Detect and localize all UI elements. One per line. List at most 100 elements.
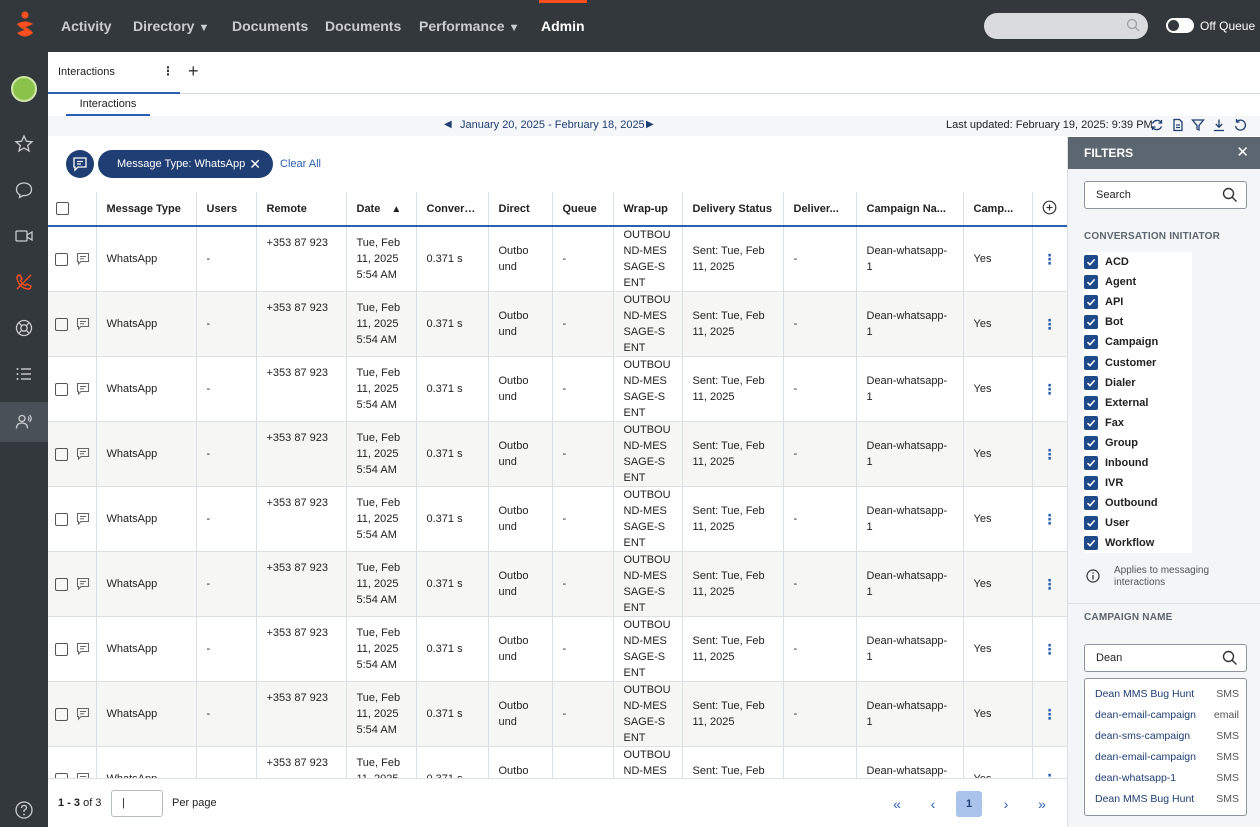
refresh-icon[interactable] [1150, 118, 1164, 132]
initiator-checkbox-external[interactable]: External [1084, 392, 1192, 413]
campaign-option[interactable]: Dean MMS Bug Hunt SMS [1085, 684, 1246, 705]
row-menu-icon[interactable]: ⋮ [1032, 486, 1067, 552]
row-menu-icon[interactable]: ⋮ [1032, 746, 1067, 778]
column-header-message-type[interactable]: Message Type [96, 192, 197, 227]
nav-admin[interactable]: Admin [539, 0, 587, 52]
column-header-wrapup[interactable]: Wrap-up [613, 192, 683, 227]
row-menu-icon[interactable]: ⋮ [1032, 421, 1067, 487]
previous-page-icon[interactable]: ‹ [930, 796, 936, 812]
column-header-conversation[interactable]: Convers... [416, 192, 489, 227]
select-all-checkbox[interactable] [56, 202, 69, 215]
add-tab-button[interactable]: + [188, 61, 199, 81]
reset-icon[interactable] [1233, 118, 1247, 132]
row-checkbox[interactable] [55, 447, 68, 461]
close-icon[interactable]: ✕ [1236, 144, 1249, 161]
initiator-checkbox-user[interactable]: User [1084, 513, 1192, 534]
row-checkbox[interactable] [55, 707, 68, 721]
initiator-checkbox-fax[interactable]: Fax [1084, 412, 1192, 433]
document-icon[interactable] [1171, 118, 1185, 132]
campaign-option[interactable]: Dean MMS Bug Hunt SMS [1085, 789, 1246, 810]
row-checkbox[interactable] [55, 577, 68, 591]
filter-icon[interactable] [1191, 118, 1205, 132]
tab-menu-icon[interactable]: ⋮ [162, 64, 174, 78]
chat-bubble-icon[interactable] [12, 178, 36, 202]
per-page-input[interactable]: | [111, 790, 163, 817]
list-icon[interactable] [12, 362, 36, 386]
row-menu-icon[interactable]: ⋮ [1032, 681, 1067, 747]
avatar[interactable] [11, 76, 37, 102]
date-range-label[interactable]: January 20, 2025 - February 18, 2025 [460, 119, 645, 131]
nav-performance[interactable]: Performance ▼ [419, 18, 520, 34]
last-page-icon[interactable]: » [1038, 796, 1046, 812]
row-checkbox[interactable] [55, 512, 68, 526]
initiator-checkbox-bot[interactable]: Bot [1084, 312, 1192, 333]
row-checkbox[interactable] [55, 252, 68, 266]
subtab-interactions[interactable]: Interactions [66, 96, 150, 116]
close-icon[interactable]: ✕ [249, 156, 261, 172]
initiator-checkbox-agent[interactable]: Agent [1084, 272, 1192, 293]
phone-off-icon[interactable] [12, 270, 36, 294]
column-header-queue[interactable]: Queue [552, 192, 614, 227]
initiator-checkbox-inbound[interactable]: Inbound [1084, 452, 1192, 474]
column-header-date[interactable]: Date ▲ [346, 192, 417, 227]
initiator-checkbox-campaign[interactable]: Campaign [1084, 332, 1192, 353]
filters-search-input[interactable]: Search [1084, 181, 1247, 209]
column-header-users[interactable]: Users [196, 192, 257, 227]
nav-activity[interactable]: Activity [61, 18, 112, 34]
row-menu-icon[interactable]: ⋮ [1032, 356, 1067, 422]
nav-directory[interactable]: Directory ▼ [133, 18, 210, 34]
column-header-campaign-name[interactable]: Campaign Na... [856, 192, 964, 227]
tab-interactions[interactable]: Interactions ⋮ [48, 52, 180, 94]
row-menu-icon[interactable]: ⋮ [1032, 226, 1067, 292]
message-filter-button[interactable] [66, 150, 94, 178]
help-icon[interactable] [12, 798, 36, 822]
column-header-delivery-status[interactable]: Delivery Status [682, 192, 784, 227]
initiator-checkbox-ivr[interactable]: IVR [1084, 473, 1192, 494]
next-page-icon[interactable]: › [1003, 796, 1009, 812]
nav-documents-2[interactable]: Documents [325, 18, 402, 34]
row-menu-icon[interactable]: ⋮ [1032, 551, 1067, 617]
next-range-icon[interactable]: ▶ [646, 119, 654, 130]
initiator-checkbox-outbound[interactable]: Outbound [1084, 493, 1192, 514]
global-search-input[interactable] [984, 13, 1148, 39]
download-icon[interactable] [1212, 118, 1226, 132]
column-header-campaign[interactable]: Camp... [963, 192, 1033, 227]
initiator-checkbox-acd[interactable]: ACD [1084, 252, 1192, 273]
previous-range-icon[interactable]: ◀ [444, 119, 452, 130]
row-menu-icon[interactable]: ⋮ [1032, 291, 1067, 357]
people-icon[interactable] [12, 410, 36, 434]
campaign-option[interactable]: dean-email-campaign email [1085, 705, 1246, 726]
row-checkbox[interactable] [55, 382, 68, 396]
first-page-icon[interactable]: « [893, 796, 901, 812]
genesys-logo-icon[interactable] [14, 10, 36, 42]
initiator-checkbox-dialer[interactable]: Dialer [1084, 372, 1192, 393]
current-page-button[interactable]: 1 [956, 791, 982, 817]
column-header-remote[interactable]: Remote [256, 192, 347, 227]
campaign-option[interactable]: dean-whatsapp-1 SMS [1085, 768, 1246, 789]
filter-chip-message-type[interactable]: Message Type: WhatsApp ✕ [98, 150, 273, 178]
nav-documents[interactable]: Documents [232, 18, 309, 34]
initiator-checkbox-workflow[interactable]: Workflow [1084, 533, 1192, 554]
campaign-option[interactable]: dean-email-campaign SMS [1085, 747, 1246, 768]
campaign-option[interactable]: dean-sms-campaign SMS [1085, 726, 1246, 747]
add-column-button[interactable] [1032, 192, 1067, 227]
row-checkbox[interactable] [55, 642, 68, 656]
row-checkbox[interactable] [55, 317, 68, 331]
video-icon[interactable] [12, 224, 36, 248]
help-lifebuoy-icon[interactable] [12, 316, 36, 340]
row-checkbox[interactable] [55, 772, 68, 778]
queue-toggle[interactable] [1166, 18, 1194, 33]
column-header-direction[interactable]: Direct [488, 192, 553, 227]
column-header-delivered[interactable]: Deliver... [783, 192, 857, 227]
initiator-checkbox-group[interactable]: Group [1084, 432, 1192, 453]
initiator-checkbox-api[interactable]: API [1084, 292, 1192, 313]
clear-all-link[interactable]: Clear All [280, 158, 321, 170]
